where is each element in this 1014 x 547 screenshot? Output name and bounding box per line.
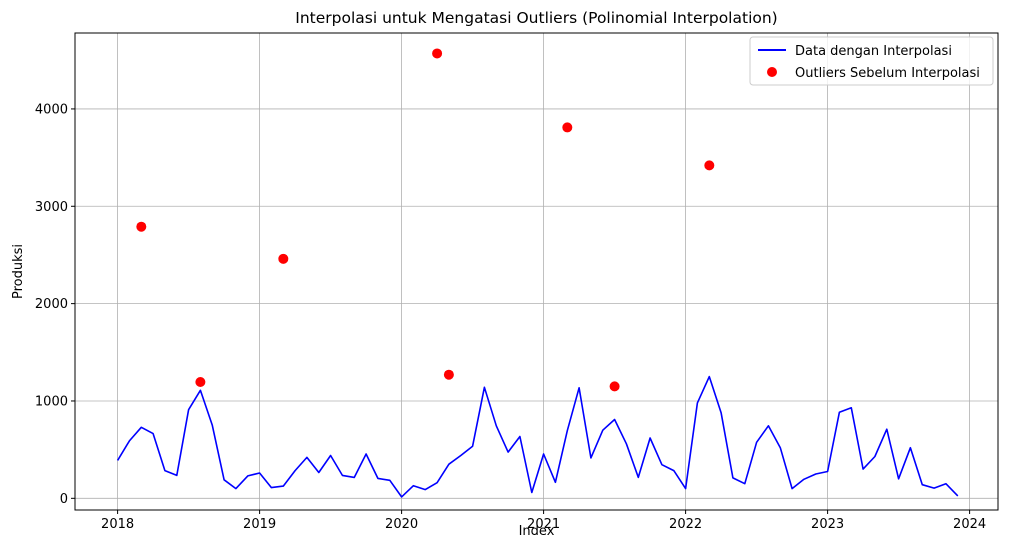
y-tick-label: 2000	[35, 297, 68, 312]
x-tick-label: 2018	[101, 517, 134, 532]
outlier-point	[443, 369, 454, 380]
series-layer	[116, 48, 959, 498]
legend: Data dengan Interpolasi Outliers Sebelum…	[749, 36, 994, 86]
series-line-interpolated	[116, 375, 959, 498]
y-tick-label: 3000	[35, 200, 68, 215]
ticks: 2018 2019 2020 2021 2022 2023 2024 0 1000 2000 300…	[35, 102, 986, 532]
x-tick-label: 2022	[669, 517, 702, 532]
y-axis-label: Produksi	[11, 244, 26, 299]
legend-label-interpolated: Data dengan Interpolasi	[795, 44, 952, 59]
x-tick-label: 2024	[953, 517, 986, 532]
legend-box	[749, 36, 994, 86]
x-tick-label: 2021	[527, 517, 560, 532]
outlier-point	[195, 376, 206, 387]
y-tick-label: 1000	[35, 394, 68, 409]
y-tick-label: 4000	[35, 102, 68, 117]
x-tick-label: 2020	[385, 517, 418, 532]
legend-dot-swatch	[767, 67, 777, 77]
outlier-point	[704, 160, 715, 171]
grid	[75, 33, 998, 510]
outlier-point	[278, 253, 289, 264]
x-tick-label: 2019	[243, 517, 276, 532]
outlier-point	[432, 48, 443, 59]
outlier-point	[609, 381, 620, 392]
axes-frame	[74, 32, 999, 511]
outlier-point	[562, 122, 573, 133]
chart-title: Interpolasi untuk Mengatasi Outliers (Po…	[295, 9, 777, 27]
x-axis-label: Index	[519, 524, 555, 539]
outlier-point	[136, 221, 147, 232]
legend-label-outliers: Outliers Sebelum Interpolasi	[795, 66, 980, 81]
y-tick-label: 0	[60, 492, 68, 507]
x-tick-label: 2023	[811, 517, 844, 532]
